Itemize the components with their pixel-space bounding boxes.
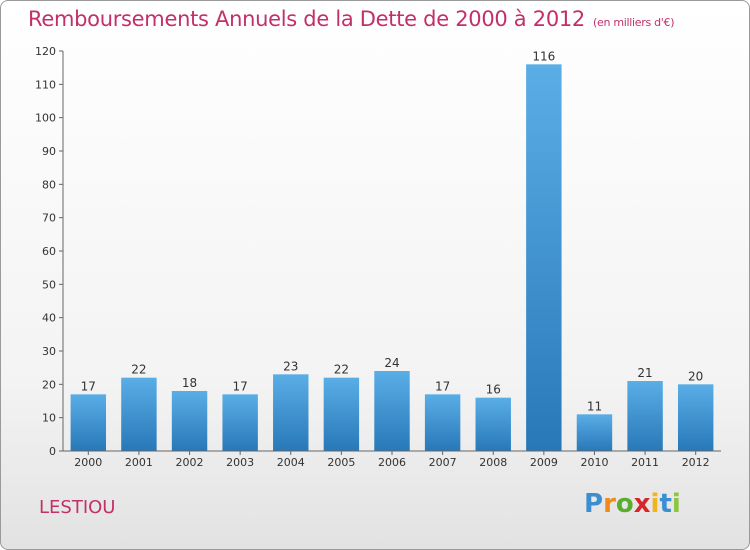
proxiti-logo: Proxiti [584, 489, 681, 519]
y-tick-label: 50 [42, 278, 56, 291]
bar-value-label: 22 [334, 363, 349, 377]
bar-value-label: 16 [486, 383, 501, 397]
bar [171, 391, 208, 451]
axis-lines [62, 51, 721, 452]
commune-name: LESTIOU [39, 497, 116, 518]
bar [121, 377, 157, 451]
y-tick-label: 110 [35, 78, 56, 91]
y-tick-label: 30 [42, 345, 56, 358]
bar-value-label: 24 [384, 356, 399, 370]
bar-value-label: 23 [283, 359, 298, 373]
bar-value-label: 11 [587, 399, 602, 413]
bars [70, 64, 714, 452]
x-tick-label: 2000 [74, 456, 102, 469]
x-tick-label: 2008 [479, 456, 507, 469]
data-labels: 17 22 18 17 23 22 24 17 16 116 11 21 20 [81, 49, 704, 413]
x-tick-label: 2011 [631, 456, 659, 469]
bar-value-label: 17 [233, 379, 248, 393]
bar-value-label: 18 [182, 376, 197, 390]
bar-value-label: 20 [688, 369, 703, 383]
bar [627, 381, 663, 451]
bar-value-label: 116 [532, 49, 555, 63]
logo-letter: i [650, 489, 660, 519]
unit-label: (en milliers d'€) [593, 16, 675, 29]
x-tick-label: 2003 [226, 456, 254, 469]
bar-value-label: 17 [435, 379, 450, 393]
y-tick-label: 10 [42, 412, 56, 425]
bar [576, 414, 613, 451]
x-tick-label: 2010 [580, 456, 608, 469]
logo-letter: i [671, 489, 681, 519]
logo-letter: x [633, 489, 651, 519]
logo-letter: t [659, 489, 672, 519]
bar-value-label: 22 [131, 363, 146, 377]
y-tick-label: 100 [35, 112, 56, 125]
y-tick-label: 20 [42, 378, 56, 391]
y-tick-label: 40 [42, 312, 56, 325]
x-tick-label: 2004 [277, 456, 305, 469]
bar [424, 394, 461, 451]
chart-title: Remboursements Annuels de la Dette de 20… [28, 7, 674, 31]
x-tick-label: 2006 [378, 456, 406, 469]
title-text: Remboursements Annuels de la Dette de 20… [28, 7, 585, 31]
y-tick-label: 0 [49, 445, 56, 458]
x-tick-label: 2001 [125, 456, 153, 469]
logo-letter: P [584, 489, 604, 519]
bar [374, 371, 410, 451]
y-tick-label: 70 [42, 212, 56, 225]
bar [222, 394, 258, 451]
y-tick-label: 60 [42, 245, 56, 258]
y-axis: 0 10 20 30 40 50 60 70 80 90 100 110 120 [35, 45, 63, 458]
bar-value-label: 21 [637, 366, 652, 380]
y-tick-label: 80 [42, 178, 56, 191]
bar [273, 374, 309, 451]
logo-letter: r [603, 489, 616, 519]
x-tick-label: 2012 [682, 456, 710, 469]
logo-letter: o [615, 489, 634, 519]
x-tick-label: 2005 [327, 456, 355, 469]
y-tick-label: 90 [42, 145, 56, 158]
x-axis: 2000 2001 2002 2003 2004 2005 2006 2007 2008 2009… [74, 451, 710, 469]
bar [70, 394, 107, 451]
x-tick-label: 2002 [176, 456, 204, 469]
bar [677, 384, 714, 451]
x-tick-label: 2009 [530, 456, 558, 469]
x-tick-label: 2007 [429, 456, 457, 469]
y-tick-label: 120 [35, 45, 56, 58]
bar-value-label: 17 [81, 379, 96, 393]
bar [323, 377, 360, 451]
bar [475, 397, 511, 451]
bar [526, 64, 562, 452]
